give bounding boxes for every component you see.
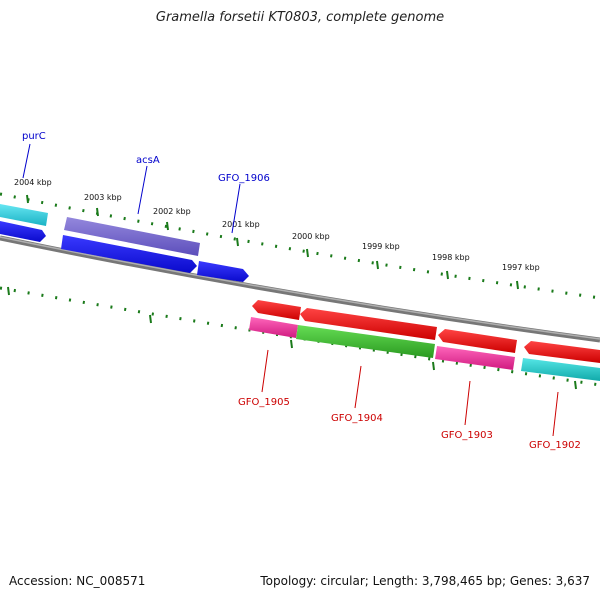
leader-line (354, 365, 362, 409)
inner-major-ticks (7, 286, 577, 390)
gene-feature-cyan[interactable] (0, 204, 48, 226)
gene-feature-blue[interactable] (61, 235, 197, 273)
tick-label: 2004 kbp (14, 178, 52, 187)
gene-label[interactable]: purC (22, 131, 46, 142)
tick-label: 1999 kbp (362, 242, 400, 251)
gene-feature-blue[interactable] (0, 221, 46, 242)
outer-major-ticks (26, 194, 519, 290)
gene-feature-purple[interactable] (64, 217, 200, 256)
leader-line (552, 391, 559, 437)
gene-label[interactable]: GFO_1906 (218, 173, 270, 184)
leader-line (464, 380, 471, 426)
tick-label: 1998 kbp (432, 253, 470, 262)
leader-line (137, 165, 148, 215)
gene-feature-teal[interactable] (521, 358, 600, 381)
leader-line (22, 143, 31, 179)
gene-feature-magenta[interactable] (435, 346, 515, 370)
leader-line (231, 183, 241, 234)
gene-feature-red[interactable] (438, 329, 517, 353)
gene-feature-blue[interactable] (197, 261, 249, 282)
gene-label[interactable]: GFO_1904 (331, 413, 383, 424)
gene-feature-magenta[interactable] (249, 317, 298, 338)
map-title: Gramella forsetii KT0803, complete genom… (155, 10, 445, 25)
gene-feature-red[interactable] (524, 341, 600, 363)
genome-backbone (0, 235, 600, 343)
leader-line (261, 349, 269, 393)
gene-feature-red[interactable] (252, 300, 301, 320)
topology-text: Topology: circular; Length: 3,798,465 bp… (260, 574, 590, 588)
tick-label: 2000 kbp (292, 232, 330, 241)
gene-label[interactable]: GFO_1902 (529, 440, 581, 451)
tick-label: 2002 kbp (153, 207, 191, 216)
accession-text: Accession: NC_008571 (9, 574, 146, 588)
gene-feature-red[interactable] (300, 308, 437, 340)
inner-tick-arc (0, 286, 600, 387)
outer-tick-arc (0, 192, 600, 300)
tick-label: 1997 kbp (502, 263, 540, 272)
gene-label[interactable]: GFO_1903 (441, 430, 493, 441)
gene-feature-green[interactable] (296, 325, 435, 358)
tick-label: 2001 kbp (222, 220, 260, 229)
tick-label: 2003 kbp (84, 193, 122, 202)
gene-label[interactable]: acsA (136, 155, 160, 166)
gene-label[interactable]: GFO_1905 (238, 397, 290, 408)
